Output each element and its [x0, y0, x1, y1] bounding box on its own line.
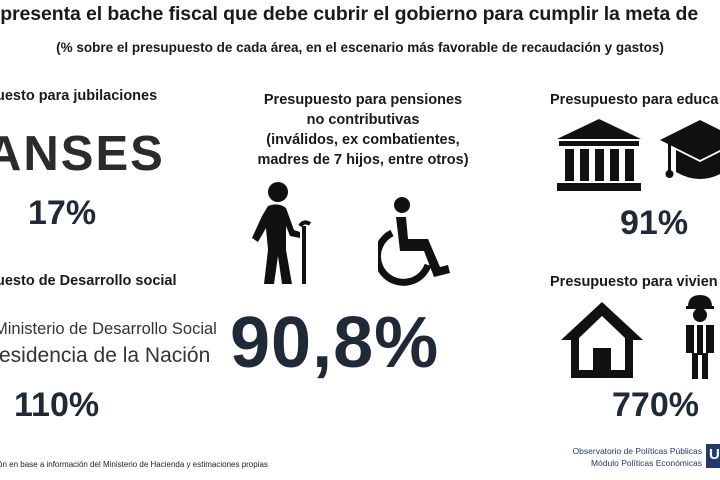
organization-logo: U	[706, 444, 720, 468]
jubilaciones-heading: uesto para jubilaciones	[0, 88, 158, 104]
wheelchair-icon	[378, 197, 450, 286]
university-building-icon	[557, 119, 641, 191]
pensiones-value: 90,8%	[230, 303, 440, 383]
pensiones-heading-line: no contributivas	[306, 112, 420, 128]
observatorio-label: Observatorio de Políticas Públicas	[572, 446, 702, 456]
modulo-label: Módulo Políticas Económicas	[590, 458, 702, 468]
anses-logo: ANSES	[0, 127, 165, 181]
jubilaciones-value: 17%	[28, 194, 97, 232]
page-title: representa el bache fiscal que debe cubr…	[0, 3, 699, 25]
desarrollo-value: 110%	[14, 386, 100, 424]
graduation-cap-icon	[660, 120, 720, 179]
vivienda-heading: Presupuesto para vivien	[550, 274, 718, 290]
construction-worker-icon	[686, 295, 714, 379]
vivienda-value: 770%	[612, 386, 699, 424]
ministerio-logo-line1: Ministerio de Desarrollo Social	[0, 320, 217, 338]
source-note: ón en base a información del Ministerio …	[0, 460, 268, 469]
elderly-person-icon	[252, 182, 312, 284]
educacion-heading: Presupuesto para educa	[550, 92, 719, 108]
pensiones-heading: Presupuesto para pensiones no contributi…	[228, 90, 498, 170]
ministerio-logo-line2: residencia de la Nación	[0, 344, 211, 367]
house-icon	[561, 302, 643, 378]
desarrollo-heading: uesto de Desarrollo social	[0, 273, 177, 289]
pensiones-heading-line: madres de 7 hijos, entre otros)	[257, 152, 469, 168]
page-subtitle: (% sobre el presupuesto de cada área, en…	[56, 40, 664, 55]
educacion-value: 91%	[620, 204, 689, 242]
pensiones-heading-line: (inválidos, ex combatientes,	[266, 132, 460, 148]
pensiones-heading-line: Presupuesto para pensiones	[263, 92, 463, 108]
